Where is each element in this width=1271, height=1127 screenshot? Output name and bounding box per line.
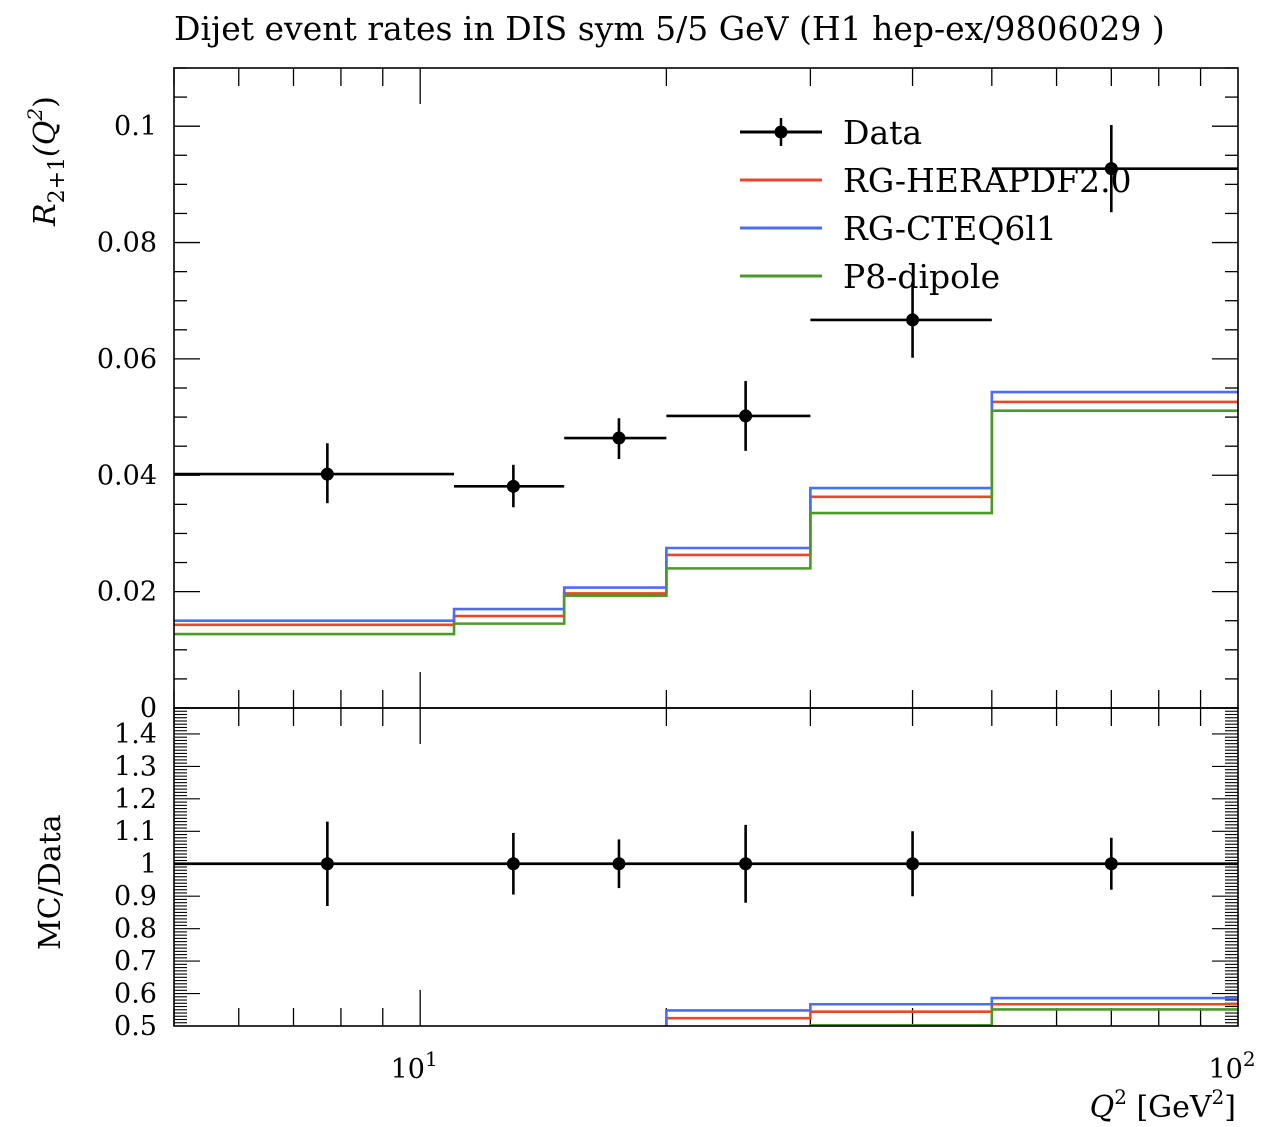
- ratio-ytick-label: 1.2: [114, 784, 157, 815]
- main-ytick-label: 0.02: [97, 577, 157, 608]
- ratio-data-marker: [739, 857, 753, 871]
- ratio-data-marker: [906, 857, 920, 871]
- xlabel-sup: 2: [1114, 1085, 1127, 1109]
- ratio-ytick-label: 0.6: [114, 979, 157, 1010]
- legend-entry-p8: P8-dipole: [740, 257, 1000, 296]
- data-point: [174, 443, 455, 504]
- ratio-ticks: [173, 707, 1238, 1027]
- main-series-rg-herapdf2-0: [174, 400, 1238, 627]
- data-point: [810, 282, 992, 358]
- ylabel-arg: (Q: [28, 121, 63, 157]
- main-panel: 0 0.02 0.04 0.06 0.08 0.1 R2+1(Q2) Data RG-HE…: [23, 67, 1239, 724]
- ratio-ytick-label: 0.5: [114, 1011, 157, 1042]
- xlabel-unit-sup: 2: [1212, 1085, 1225, 1109]
- xtick-label-base: 10: [391, 1054, 425, 1085]
- ratio-data-marker: [612, 857, 626, 871]
- ratio-data-point: [506, 832, 520, 895]
- main-ytick-label: 0.06: [97, 344, 157, 375]
- ratio-frame: [173, 707, 1239, 1027]
- ratio-data-point: [906, 831, 920, 897]
- ratio-ytick-label: 0.8: [114, 914, 157, 945]
- xlabel-unit-open: [GeV: [1127, 1090, 1213, 1125]
- ratio-data-marker: [506, 857, 520, 871]
- data-point: [991, 125, 1238, 213]
- main-series-p8-dipole: [174, 409, 1238, 636]
- data-marker: [739, 409, 753, 423]
- ratio-y-axis-label: MC/Data: [33, 814, 68, 950]
- data-point: [454, 464, 565, 508]
- main-series-rg-cteq6l1: [174, 390, 1238, 623]
- ylabel-base: R: [28, 203, 63, 227]
- ratio-ytick-label: 1.1: [114, 816, 157, 847]
- ratio-data-point: [739, 824, 753, 903]
- main-ytick-labels: 0 0.02 0.04 0.06 0.08 0.1: [97, 111, 157, 724]
- ratio-series: [665, 996, 1238, 1026]
- ylabel-end: ): [28, 96, 63, 108]
- data-marker: [612, 431, 626, 445]
- ylabel-sub: 2+1: [45, 157, 70, 203]
- xtick-label: 102: [1208, 1047, 1255, 1085]
- ratio-ytick-label: 0.9: [114, 881, 157, 912]
- main-ytick-label: 0: [140, 693, 157, 724]
- ratio-series-rg-cteq6l1: [665, 996, 1238, 1026]
- ratio-ytick-label: 1.3: [114, 751, 157, 782]
- legend-entry-cteq: RG-CTEQ6l1: [740, 209, 1057, 248]
- ratio-ytick-label: 1.4: [114, 719, 157, 750]
- x-axis-label: Q2 [GeV2]: [1090, 1085, 1236, 1125]
- ratio-data-marker: [320, 857, 334, 871]
- ratio-data-point: [320, 821, 334, 906]
- xlabel-unit-close: ]: [1224, 1090, 1236, 1125]
- main-data-points: [174, 125, 1238, 508]
- ratio-data-point: [1104, 837, 1118, 890]
- xtick-labels: 101 102: [391, 1047, 1256, 1085]
- legend-data-marker: [774, 125, 788, 139]
- xtick-label-exp: 2: [1243, 1047, 1256, 1071]
- ratio-ytick-labels: 0.50.60.70.80.911.11.21.31.4: [114, 719, 157, 1042]
- data-marker: [1104, 162, 1118, 176]
- xtick-label: 101: [391, 1047, 438, 1085]
- ratio-data-marker: [1104, 857, 1118, 871]
- legend-entry-data: Data: [740, 113, 922, 152]
- xtick-label-base: 10: [1208, 1054, 1242, 1085]
- legend-data-label: Data: [843, 113, 922, 152]
- main-ytick-label: 0.1: [114, 111, 157, 142]
- data-point: [666, 381, 811, 451]
- ratio-data-point: [612, 839, 626, 889]
- legend-entry-herapdf: RG-HERAPDF2.0: [740, 161, 1132, 200]
- data-point: [564, 418, 667, 459]
- data-marker: [906, 313, 920, 327]
- ratio-series-p8-dipole: [809, 1008, 1238, 1026]
- legend-p8-label: P8-dipole: [843, 257, 1000, 296]
- xlabel-base: Q: [1090, 1090, 1115, 1125]
- main-series: [174, 390, 1238, 636]
- ratio-ytick-label: 0.7: [114, 946, 157, 977]
- chart-title: Dijet event rates in DIS sym 5/5 GeV (H1…: [174, 9, 1165, 48]
- main-y-axis-label: R2+1(Q2): [23, 96, 70, 227]
- data-marker: [506, 479, 520, 493]
- ratio-panel: 0.50.60.70.80.911.11.21.31.4 101 102 MC/D…: [33, 707, 1256, 1125]
- ratio-ytick-label: 1: [140, 849, 157, 880]
- ratio-data-points: [174, 821, 1238, 906]
- data-marker: [320, 467, 334, 481]
- legend: Data RG-HERAPDF2.0 RG-CTEQ6l1 P8-dipole: [740, 113, 1132, 296]
- main-ytick-label: 0.04: [97, 460, 157, 491]
- legend-cteq-label: RG-CTEQ6l1: [843, 209, 1057, 248]
- ratio-series-rg-herapdf2-0: [665, 1002, 1238, 1026]
- xtick-label-exp: 1: [425, 1047, 438, 1071]
- legend-herapdf-label: RG-HERAPDF2.0: [843, 161, 1132, 200]
- main-ytick-label: 0.08: [97, 228, 157, 259]
- ylabel-sup: 2: [23, 108, 47, 122]
